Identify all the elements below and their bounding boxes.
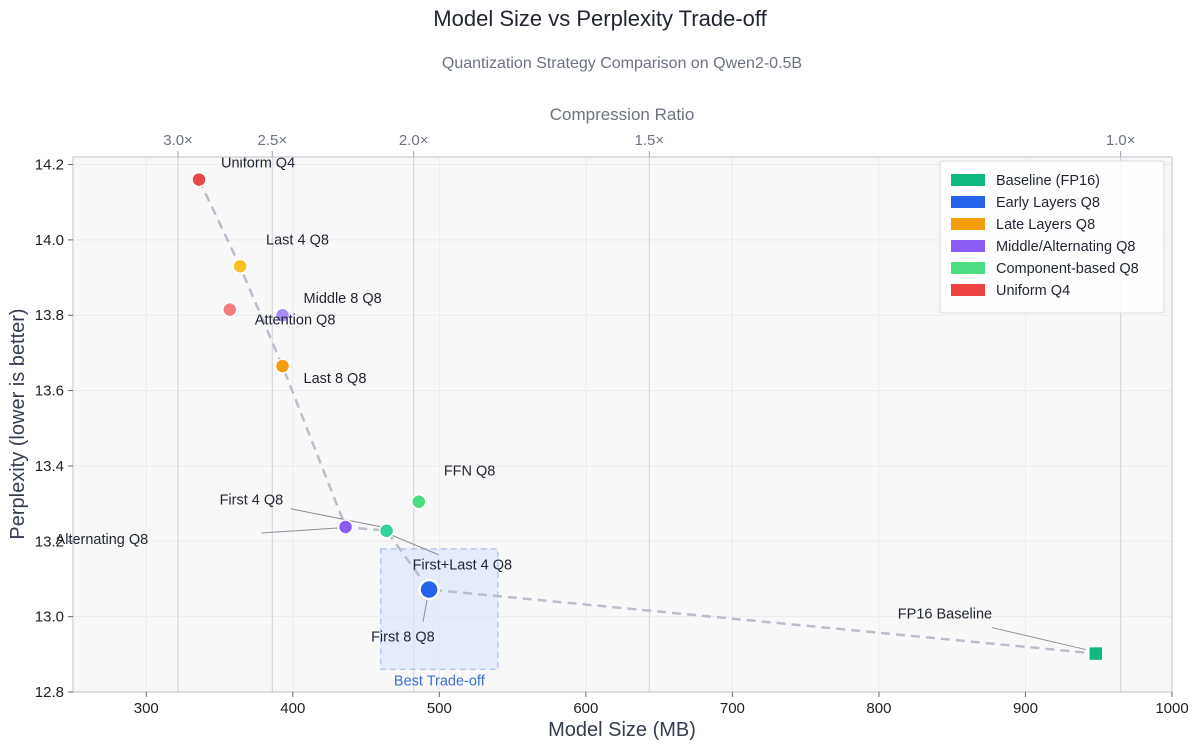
legend-swatch-component-based-q8 xyxy=(951,262,985,274)
legend-swatch-early-layers-q8 xyxy=(951,196,985,208)
legend-swatch-late-layers-q8 xyxy=(951,218,985,230)
chart-title: Model Size vs Perplexity Trade-off xyxy=(433,6,767,31)
legend-swatch-baseline-fp16 xyxy=(951,174,985,186)
label-ffn-q8: FFN Q8 xyxy=(444,464,496,480)
y-tick-label: 13.2 xyxy=(35,533,64,550)
leader-first-8-q8 xyxy=(422,599,428,622)
legend-box xyxy=(939,160,1165,314)
plot-border xyxy=(72,156,1173,693)
label-uniform-q4: Uniform Q4 xyxy=(221,156,295,172)
leader-fp16-baseline xyxy=(991,627,1086,651)
x-tick-label: 600 xyxy=(573,700,598,717)
compression-tick-label: 2.5× xyxy=(257,132,287,149)
y-tick-label: 14.0 xyxy=(35,232,64,249)
leader-alternating-q8 xyxy=(261,527,338,534)
label-attention-q8: Attention Q8 xyxy=(255,313,336,329)
point-middle-8-q8 xyxy=(274,307,291,323)
leader-lines xyxy=(261,508,1086,651)
y-tick-label: 13.6 xyxy=(35,383,64,400)
point-last-4-q8 xyxy=(232,258,248,275)
label-first-4-q8: First 4 Q8 xyxy=(220,493,284,509)
best-tradeoff-label: Best Trade-off xyxy=(394,673,486,689)
legend: Baseline (FP16) Early Layers Q8 Late Layer… xyxy=(939,160,1165,314)
label-first-8-q8: First 8 Q8 xyxy=(371,630,435,646)
point-first-4-q8 xyxy=(378,522,395,539)
x-axis-ticks: 300 400 500 600 700 800 900 1000 xyxy=(134,692,1189,717)
label-alternating-q8: Alternating Q8 xyxy=(56,532,149,548)
compression-axis-label: Compression Ratio xyxy=(550,105,695,124)
label-first-last-4-q8: First+Last 4 Q8 xyxy=(413,558,513,574)
x-tick-label: 900 xyxy=(1013,700,1038,717)
y-tick-label: 12.8 xyxy=(35,684,64,701)
x-tick-label: 400 xyxy=(280,700,305,717)
point-first-8-q8 xyxy=(418,578,440,601)
point-alternating-q8 xyxy=(337,519,354,535)
legend-label-late-layers-q8: Late Layers Q8 xyxy=(996,217,1095,233)
legend-swatch-uniform-q4 xyxy=(951,284,985,296)
point-labels: Uniform Q4 Last 4 Q8 Attention Q8 Middle 8 … xyxy=(56,156,993,646)
leader-first-4-q8 xyxy=(290,508,381,528)
label-last-8-q8: Last 8 Q8 xyxy=(304,371,367,387)
x-axis-label: Model Size (MB) xyxy=(548,719,696,741)
x-tick-label: 800 xyxy=(866,700,891,717)
chart-subtitle: Quantization Strategy Comparison on Qwen… xyxy=(442,55,802,72)
label-fp16-baseline: FP16 Baseline xyxy=(898,607,992,623)
data-points xyxy=(191,171,1104,662)
y-axis-ticks: 12.8 13.0 13.2 13.4 13.6 13.8 14.0 14.2 xyxy=(35,157,73,701)
y-tick-label: 13.4 xyxy=(35,458,64,475)
point-last-8-q8 xyxy=(274,358,291,374)
best-tradeoff-region xyxy=(379,548,499,671)
legend-label-middle-alternating-q8: Middle/Alternating Q8 xyxy=(996,239,1135,255)
y-axis-label: Perplexity (lower is better) xyxy=(7,308,29,539)
highlight-region-group: Best Trade-off xyxy=(379,548,499,689)
compression-tick-label: 3.0× xyxy=(163,132,193,149)
label-middle-8-q8: Middle 8 Q8 xyxy=(304,291,382,307)
x-tick-label: 300 xyxy=(134,700,159,717)
legend-swatch-middle-alternating-q8 xyxy=(951,240,985,252)
point-ffn-q8 xyxy=(411,493,427,510)
compression-tick-label: 2.0× xyxy=(399,132,429,149)
x-tick-label: 500 xyxy=(427,700,452,717)
compression-axis-ticks: 3.0× 2.5× 2.0× 1.5× 1.0× xyxy=(163,132,1136,157)
x-tick-label: 700 xyxy=(720,700,745,717)
label-last-4-q8: Last 4 Q8 xyxy=(266,232,329,248)
legend-label-baseline-fp16: Baseline (FP16) xyxy=(996,173,1100,189)
point-uniform-q4 xyxy=(191,171,207,188)
legend-label-uniform-q4: Uniform Q4 xyxy=(996,283,1070,299)
point-fp16-baseline xyxy=(1088,645,1104,662)
x-tick-label: 1000 xyxy=(1155,700,1188,717)
compression-tick-label: 1.0× xyxy=(1106,132,1136,149)
leader-first-last-4-q8 xyxy=(390,534,439,556)
legend-label-early-layers-q8: Early Layers Q8 xyxy=(996,195,1100,211)
legend-label-component-based-q8: Component-based Q8 xyxy=(996,261,1139,277)
y-tick-label: 13.8 xyxy=(35,307,64,324)
point-attention-q8 xyxy=(222,301,238,318)
y-tick-label: 14.2 xyxy=(35,157,64,174)
y-tick-label: 13.0 xyxy=(35,609,64,626)
compression-tick-label: 1.5× xyxy=(635,132,665,149)
